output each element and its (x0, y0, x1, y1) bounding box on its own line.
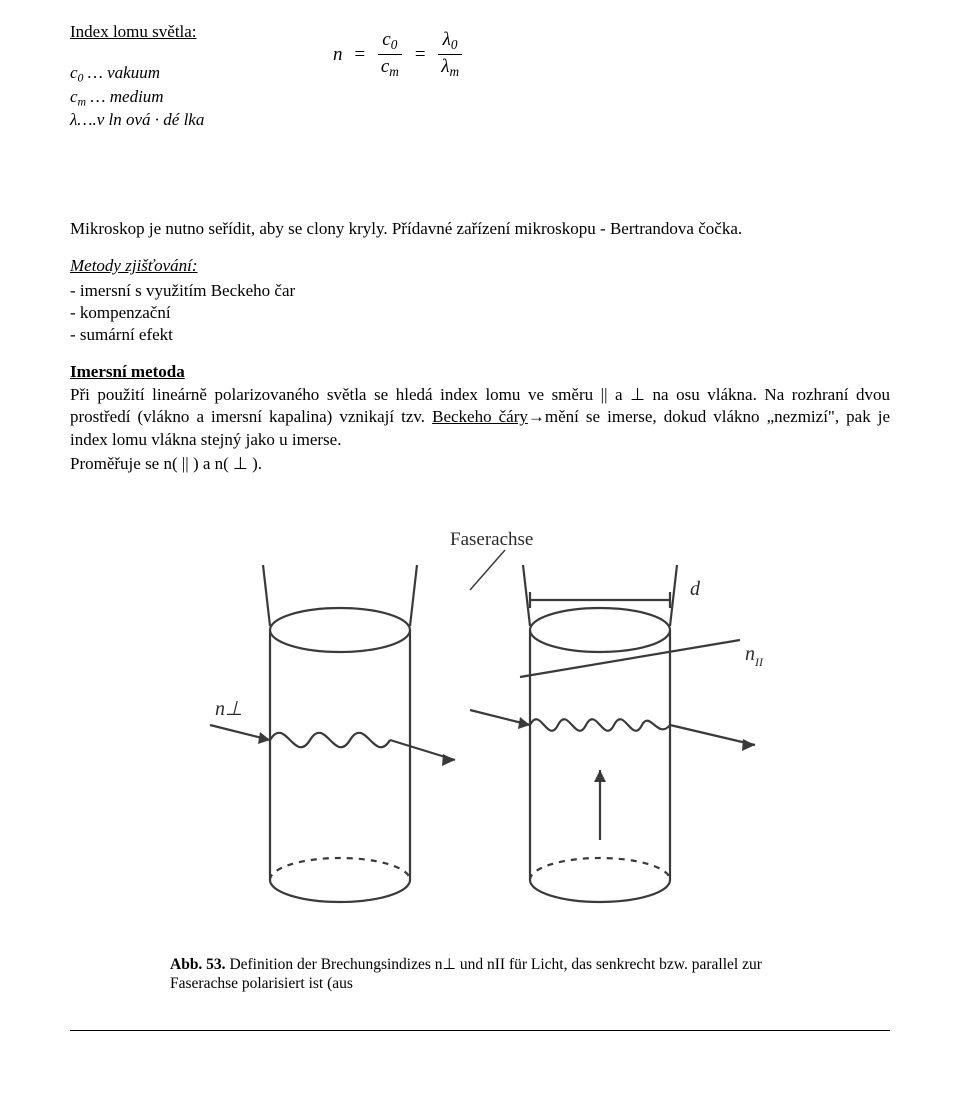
frac-l-num: λ0 (438, 30, 462, 55)
label-npar: nII (745, 643, 764, 669)
formula-frac-lambda: λ0 λm (438, 30, 462, 79)
figure: Faserachse d n⊥ nII (70, 510, 890, 930)
formula: n = c0 cm = λ0 λm (330, 30, 466, 79)
figure-svg: Faserachse d n⊥ nII (170, 510, 790, 930)
c0-sub: 0 (78, 71, 84, 85)
paragraph-promeruje: Proměřuje se n( || ) a n( ⊥ ). (70, 453, 890, 475)
heading-metody: Metody zjišťování: (70, 256, 890, 276)
formula-n: n (330, 44, 346, 66)
caption-text: Definition der Brechungsindizes n⊥ und n… (170, 956, 762, 992)
formula-eq1: = (350, 44, 369, 66)
definitions: c0 … vakuum cm … medium λ….v ln ová · dé… (70, 62, 890, 132)
frac-c-den: cm (378, 55, 402, 80)
def-cm: cm … medium (70, 86, 890, 110)
paragraph-imersni: Při použití lineárně polarizovaného svět… (70, 384, 890, 450)
page: Index lomu světla: c0 … vakuum cm … medi… (0, 0, 960, 1061)
den1-sym: c (381, 56, 389, 77)
label-d: d (690, 578, 701, 600)
den2-sub: m (449, 64, 459, 79)
formula-eq2: = (411, 44, 430, 66)
def-lambda: λ….v ln ová · dé lka (70, 109, 890, 132)
method-item-1: - imersní s využitím Beckeho čar (70, 280, 890, 302)
frac-c-num: c0 (378, 30, 402, 55)
header-left: Index lomu světla: c0 … vakuum cm … medi… (70, 20, 890, 132)
heading-index-lomu: Index lomu světla: (70, 22, 890, 42)
c0-symbol: c (70, 63, 78, 82)
header-block: Index lomu světla: c0 … vakuum cm … medi… (70, 20, 890, 200)
caption-prefix: Abb. 53. (170, 956, 226, 973)
def-c0: c0 … vakuum (70, 62, 890, 86)
label-nperp: n⊥ (215, 698, 242, 720)
heading-imersni: Imersní metoda (70, 362, 890, 382)
paragraph-mikroskop: Mikroskop je nutno seřídit, aby se clony… (70, 218, 890, 240)
method-item-2: - kompenzační (70, 302, 890, 324)
num1-sym: c (382, 29, 390, 50)
num1-sub: 0 (391, 37, 398, 52)
cm-symbol: c (70, 87, 78, 106)
methods-list: - imersní s využitím Beckeho čar - kompe… (70, 280, 890, 346)
formula-frac-c: c0 cm (378, 30, 402, 79)
p2-link: Beckeho čáry (432, 407, 528, 426)
num2-sym: λ (443, 29, 451, 50)
bottom-rule (70, 1030, 890, 1031)
den1-sub: m (389, 64, 399, 79)
cm-label: … medium (90, 87, 163, 106)
cm-sub: m (78, 94, 87, 108)
method-item-3: - sumární efekt (70, 324, 890, 346)
label-faserachse: Faserachse (450, 529, 533, 550)
frac-l-den: λm (438, 55, 462, 80)
num2-sub: 0 (451, 37, 458, 52)
figure-caption: Abb. 53. Definition der Brechungsindizes… (70, 955, 890, 994)
c0-label: … vakuum (88, 63, 160, 82)
